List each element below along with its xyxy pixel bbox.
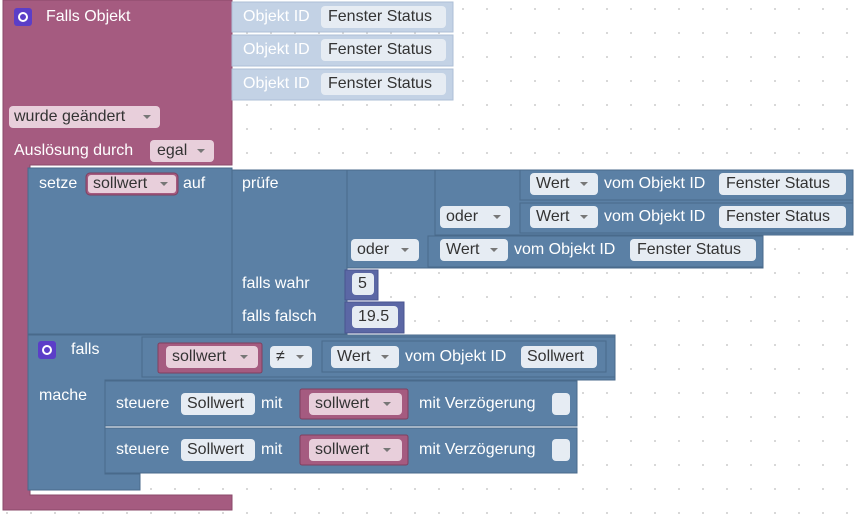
operator: oder: [446, 208, 479, 225]
field: Wert: [536, 175, 570, 192]
variable: sollwert: [93, 175, 148, 192]
field-label: vom Objekt ID: [604, 175, 705, 192]
object: Fenster Status: [726, 175, 830, 192]
object-label: Objekt ID: [243, 8, 310, 25]
object-value: Fenster Status: [328, 8, 432, 25]
value-block[interactable]: Wert vom Objekt ID Fenster Status: [519, 169, 854, 201]
object-label: Objekt ID: [243, 41, 310, 58]
if-true: 5: [358, 275, 367, 292]
object: Fenster Status: [637, 241, 741, 258]
source-label: Auslösung durch: [14, 142, 133, 159]
field-label: vom Objekt ID: [405, 348, 506, 365]
control-with: mit: [261, 395, 283, 412]
control-statement[interactable]: steuere Sollwert mit sollwert mit Verzög…: [104, 380, 578, 427]
control-delay: mit Verzögerung: [419, 395, 536, 412]
value-block[interactable]: Wert vom Objekt ID Fenster Status: [427, 235, 764, 268]
control-delay: mit Verzögerung: [419, 441, 536, 458]
object-value: Fenster Status: [328, 41, 432, 58]
variable: sollwert: [172, 348, 227, 365]
field-label: vom Objekt ID: [604, 208, 705, 225]
field: Wert: [536, 208, 570, 225]
if-true-label: falls wahr: [242, 275, 310, 292]
operator-dropdown[interactable]: [351, 239, 419, 261]
variable: sollwert: [315, 441, 370, 458]
operator: oder: [357, 241, 390, 258]
event-dropdown[interactable]: [9, 106, 160, 128]
if-block[interactable]: falls sollwert ≠ Wert vom Objekt ID Soll…: [27, 334, 616, 491]
delay-checkbox[interactable]: [552, 439, 570, 461]
set-keyword: setze: [39, 175, 77, 192]
object-input[interactable]: Objekt ID Fenster Status: [231, 34, 454, 67]
source: egal: [157, 142, 187, 159]
operator-dropdown[interactable]: [270, 346, 312, 368]
object-label: Objekt ID: [243, 75, 310, 92]
operator: ≠: [276, 348, 285, 365]
field-label: vom Objekt ID: [514, 241, 615, 258]
control-object: Sollwert: [187, 395, 244, 412]
control-keyword: steuere: [116, 441, 169, 458]
check-block[interactable]: [231, 169, 348, 335]
source-dropdown[interactable]: [150, 140, 214, 162]
do-keyword: mache: [39, 387, 87, 404]
field: Wert: [337, 348, 371, 365]
if-keyword: falls: [71, 341, 99, 358]
control-with: mit: [261, 441, 283, 458]
trigger-title: Falls Objekt: [46, 8, 131, 25]
operator-dropdown[interactable]: [440, 206, 510, 228]
set-to: auf: [183, 175, 206, 192]
set-block[interactable]: setze sollwert auf prüfe Wert vom Objekt…: [27, 167, 854, 335]
control-object: Sollwert: [187, 441, 244, 458]
check: prüfe: [242, 175, 279, 192]
event: wurde geändert: [13, 108, 126, 125]
trigger-block[interactable]: Falls Objekt Objekt ID Fenster Status Ob…: [2, 0, 454, 511]
object: Sollwert: [527, 348, 584, 365]
delay-checkbox[interactable]: [552, 393, 570, 415]
object: Fenster Status: [726, 208, 830, 225]
if-false-label: falls falsch: [242, 308, 317, 325]
field: Wert: [446, 241, 480, 258]
object-value: Fenster Status: [328, 75, 432, 92]
object-input[interactable]: Objekt ID Fenster Status: [231, 1, 454, 33]
variable: sollwert: [315, 395, 370, 412]
value-block[interactable]: Wert vom Objekt ID Fenster Status: [519, 202, 854, 234]
control-statement[interactable]: steuere Sollwert mit sollwert mit Verzög…: [104, 427, 578, 474]
object-input[interactable]: Objekt ID Fenster Status: [231, 68, 454, 101]
if-false: 19.5: [358, 308, 389, 325]
control-keyword: steuere: [116, 395, 169, 412]
